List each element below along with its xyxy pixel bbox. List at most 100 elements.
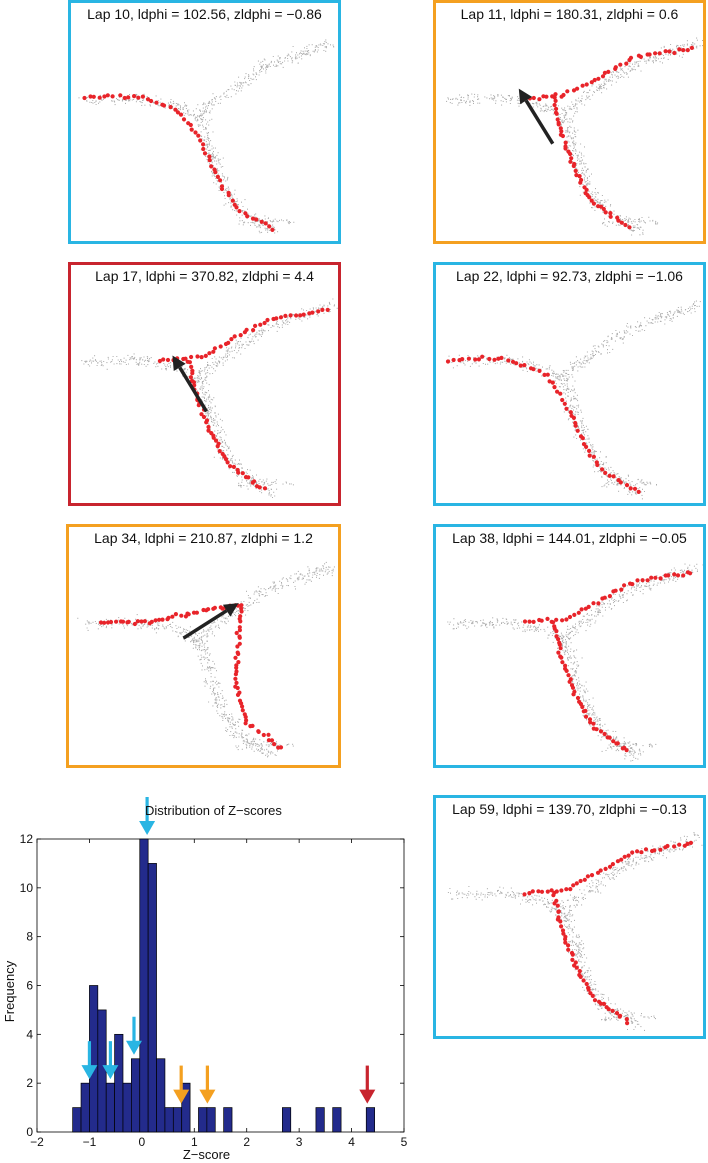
spike-dot [554, 106, 559, 111]
down-arrow-icon [102, 1041, 119, 1080]
spike-dot [567, 614, 573, 620]
spike-dot [566, 947, 571, 952]
spike-dot [265, 317, 270, 323]
spike-dot [173, 107, 178, 112]
spike-dot [201, 142, 206, 147]
spike-dot [122, 95, 127, 101]
spike-dot [586, 987, 591, 992]
spike-dot [587, 453, 592, 458]
histogram-bar [156, 1058, 166, 1133]
histogram-bar [114, 1033, 124, 1133]
spike-dot [262, 486, 268, 491]
spike-dot [614, 1011, 620, 1016]
spike-dot [666, 573, 671, 578]
histogram-bar [332, 1107, 342, 1133]
spike-dot [522, 619, 528, 624]
spike-dot [616, 218, 621, 223]
spike-dot [610, 1008, 615, 1013]
spike-dot [157, 617, 162, 622]
spike-dot [283, 313, 288, 318]
spike-dot [553, 98, 558, 103]
spike-dot [510, 359, 516, 364]
spike-dot [561, 931, 566, 936]
spike-dot [194, 610, 199, 615]
spike-dot [244, 327, 249, 332]
spike-dot [537, 97, 542, 102]
spike-dot [575, 695, 581, 701]
spike-dot [539, 618, 544, 623]
panel-title: Lap 38, ldphi = 144.01, zldphi = −0.05 [452, 530, 687, 546]
spike-dot [530, 889, 535, 894]
spike-dot [598, 729, 604, 734]
spike-dot [622, 854, 627, 859]
spike-dot [189, 364, 194, 369]
spike-dot [584, 444, 589, 449]
spike-dot [580, 83, 585, 88]
spike-dot [325, 307, 330, 312]
spike-dot [451, 357, 456, 363]
spike-dot [563, 146, 568, 151]
spike-dot [560, 660, 565, 665]
panel-title: Lap 11, ldphi = 180.31, zldphi = 0.6 [460, 6, 679, 22]
spike-dot [600, 467, 605, 472]
spike-dot [623, 222, 628, 228]
spike-dot [580, 436, 585, 441]
spike-dot [594, 727, 599, 732]
y-tick-label: 4 [26, 1027, 33, 1041]
spike-dot [235, 644, 240, 649]
spike-dot [527, 619, 532, 624]
y-tick-label: 8 [26, 930, 33, 944]
spike-dot [250, 723, 255, 728]
spike-dot [566, 943, 571, 948]
spike-dot [618, 62, 623, 67]
lap-panel-3: Lap 17, ldphi = 370.82, zldphi = 4.4 [68, 262, 341, 506]
spike-dot [274, 316, 279, 321]
spike-dot [626, 853, 631, 858]
spike-dot [239, 603, 244, 608]
spike-dot [110, 94, 115, 99]
spike-dot [545, 372, 550, 377]
down-arrow-icon [139, 797, 156, 835]
spike-dot [154, 100, 159, 105]
spike-dot [567, 679, 572, 684]
spike-dot [204, 420, 209, 425]
spike-dot [559, 924, 564, 929]
spike-dot [160, 617, 165, 622]
spike-dot [602, 731, 607, 737]
spike-dot [589, 198, 594, 203]
histogram-bar [131, 1058, 141, 1133]
spike-dot [209, 164, 214, 169]
spike-dot [685, 841, 690, 846]
down-arrow-icon [359, 1065, 376, 1104]
spike-dot [560, 618, 565, 623]
spike-dot [580, 704, 585, 710]
spike-trace [522, 570, 693, 753]
spike-dot [606, 1007, 611, 1012]
spike-dot [82, 95, 87, 101]
spike-dot [258, 322, 263, 327]
spike-dot [592, 998, 598, 1003]
spike-dot [571, 88, 577, 93]
spike-dot [243, 714, 248, 720]
spike-dot [198, 138, 203, 143]
y-tick-label: 10 [20, 881, 34, 895]
position-point-cloud [81, 298, 338, 499]
spike-dot [617, 1014, 622, 1019]
spike-dot [263, 221, 268, 226]
spike-dot [531, 367, 536, 372]
spike-dot [552, 95, 557, 100]
spike-dot [689, 45, 694, 51]
spike-dot [236, 651, 241, 657]
spike-dot [608, 211, 613, 216]
spike-dot [102, 94, 107, 99]
spike-dot [560, 397, 565, 403]
spike-dot [556, 650, 561, 655]
spike-dot [499, 355, 504, 360]
spike-dot [649, 575, 654, 580]
spike-dot [688, 571, 693, 576]
spike-dot [487, 356, 492, 362]
spike-dot [161, 357, 166, 362]
spike-dot [531, 95, 536, 101]
spike-dot [570, 952, 575, 957]
spike-dot [607, 594, 612, 599]
